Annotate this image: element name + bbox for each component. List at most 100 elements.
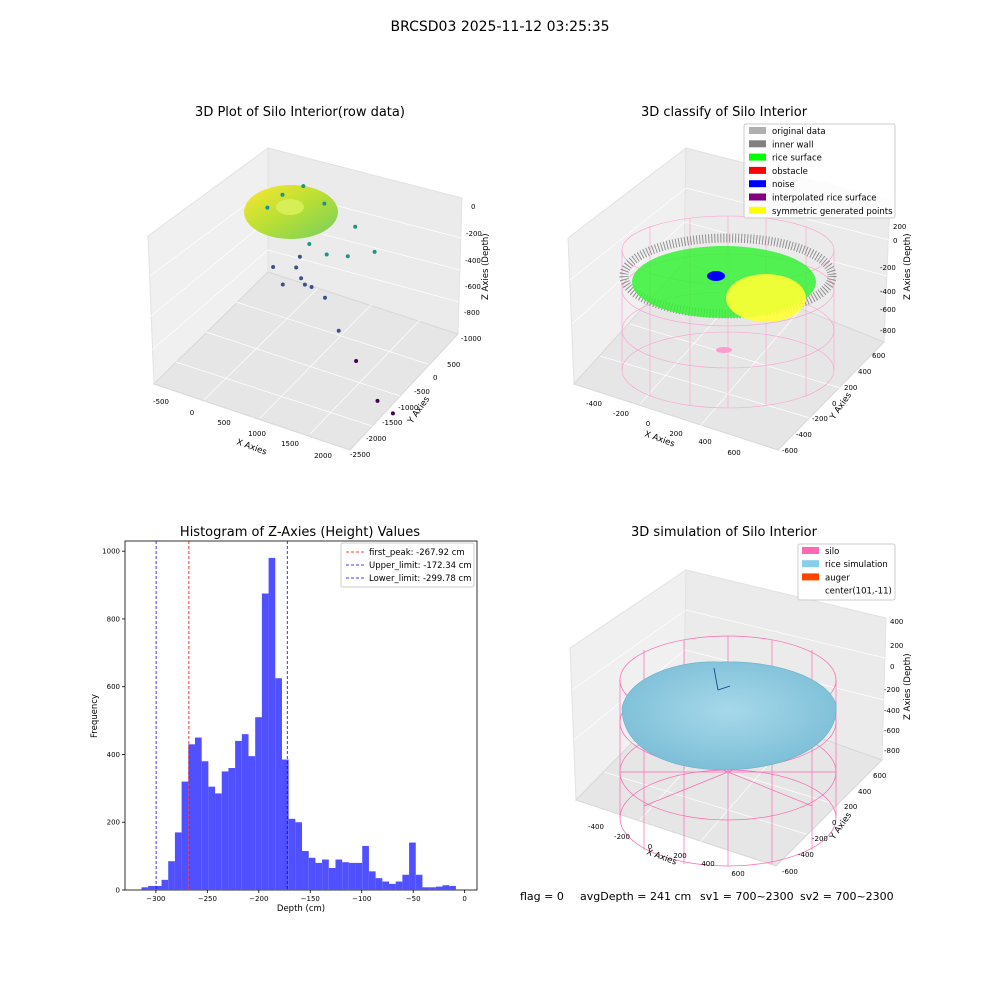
raw-xtick: 1000 <box>248 430 266 438</box>
histogram-bar <box>302 851 309 890</box>
histogram-bar <box>415 874 423 890</box>
histogram-x-tick-label: −50 <box>406 895 421 903</box>
histogram-legend-label: Lower_limit: -299.78 cm <box>369 574 471 584</box>
classify-legend-swatch <box>749 166 766 174</box>
classify-legend-swatch <box>749 127 766 134</box>
histogram-bar <box>422 887 430 890</box>
histogram-bar <box>335 859 343 890</box>
histogram-y-tick-label: 600 <box>107 683 120 691</box>
panel-histogram: Histogram of Z-Axies (Height) Values −30… <box>90 525 478 914</box>
histogram-bar <box>328 867 336 890</box>
raw-plot-title: 3D Plot of Silo Interior(row data) <box>195 105 405 120</box>
histogram-bar <box>382 881 389 890</box>
histogram-bar <box>322 859 329 890</box>
histogram-x-label: Depth (cm) <box>277 904 325 914</box>
raw-outlier-point <box>336 328 341 333</box>
raw-outlier-point <box>353 224 358 229</box>
histogram-bar <box>154 885 162 890</box>
simulation-legend-label: rice simulation <box>825 560 888 570</box>
histogram-y-tick-label: 0 <box>116 887 120 895</box>
histogram-bar <box>168 861 175 890</box>
histogram-bar <box>348 862 356 890</box>
simulation-legend: silo rice simulation auger center(101,-11) <box>797 543 896 601</box>
raw-ytick: -1500 <box>382 419 402 427</box>
simulation-ztick: -600 <box>884 727 900 735</box>
raw-ztick: -800 <box>464 309 480 317</box>
histogram-bar <box>389 883 396 890</box>
classify-legend-swatch <box>749 180 766 188</box>
raw-outlier-point <box>280 192 285 197</box>
classify-legend-swatch <box>749 193 766 201</box>
simulation-z-label: Z Axies (Depth) <box>903 653 913 720</box>
raw-outlier-point <box>372 249 377 254</box>
simulation-ytick: -400 <box>798 851 814 859</box>
histogram-bar <box>295 822 303 890</box>
classify-xtick: 400 <box>698 438 711 446</box>
classify-xtick: 200 <box>669 430 682 438</box>
histogram-x-tick-label: −300 <box>146 895 165 903</box>
raw-ytick: -500 <box>414 388 430 396</box>
classify-ytick: 0 <box>832 400 836 408</box>
raw-xtick: -500 <box>153 398 169 406</box>
classify-ytick: 600 <box>872 352 885 360</box>
status-flag: flag = 0 <box>520 890 564 903</box>
classify-ztick: 0 <box>893 237 897 245</box>
simulation-ytick: -200 <box>812 835 828 843</box>
histogram-bar <box>375 878 383 890</box>
simulation-legend-label: auger <box>825 573 850 583</box>
histogram-legend-label: Upper_limit: -172.34 cm <box>369 561 472 571</box>
panel-raw-data: 3D Plot of Silo Interior(row data) -500 … <box>147 105 491 460</box>
simulation-legend-label: silo <box>825 547 839 557</box>
histogram-y-tick-label: 800 <box>107 615 120 623</box>
raw-outlier-point <box>299 276 304 281</box>
histogram-bar <box>235 740 242 890</box>
raw-outlier-point <box>301 184 306 189</box>
simulation-xtick: 200 <box>673 852 686 860</box>
classify-symmetric-points <box>726 274 806 322</box>
histogram-bar <box>161 879 169 890</box>
histogram-bar <box>201 761 209 890</box>
histogram-bar <box>194 737 202 890</box>
histogram-bar <box>268 557 276 890</box>
classify-legend-label: rice surface <box>772 154 822 164</box>
histogram-bar <box>395 881 403 890</box>
histogram-bar <box>449 885 456 890</box>
classify-legend-label: interpolated rice surface <box>772 194 877 204</box>
simulation-ztick: 0 <box>890 663 894 671</box>
histogram-bar <box>248 756 256 890</box>
classify-ytick: 200 <box>844 384 857 392</box>
raw-outlier-point <box>302 282 307 287</box>
raw-outlier-point <box>345 254 350 259</box>
classify-xtick: -200 <box>613 410 629 418</box>
histogram-vlines <box>155 541 288 890</box>
raw-outlier-point <box>375 398 380 403</box>
histogram-bar <box>261 593 269 890</box>
classify-legend: original data inner wall rice surface obsta… <box>743 123 896 219</box>
simulation-ztick: 400 <box>890 618 903 626</box>
histogram-x-tick-label: 0 <box>462 895 466 903</box>
classify-ztick: -200 <box>880 264 896 272</box>
figure-title: BRCSD03 2025-11-12 03:25:35 <box>390 19 609 35</box>
raw-ztick: 0 <box>471 203 475 211</box>
raw-outlier-point <box>307 242 312 246</box>
classify-ztick: -400 <box>880 288 896 296</box>
classify-ytick: -400 <box>796 431 812 439</box>
raw-outlier-point <box>297 254 302 259</box>
simulation-xtick: -200 <box>614 833 630 841</box>
histogram-bar <box>362 845 369 890</box>
histogram-bar <box>435 886 443 890</box>
histogram-bar <box>281 759 289 890</box>
simulation-xtick: -400 <box>588 823 604 831</box>
classify-legend-swatch <box>749 153 766 161</box>
histogram-bar <box>255 717 262 890</box>
histogram-bar <box>241 734 249 890</box>
classify-legend-swatch <box>749 140 766 148</box>
raw-ytick: -2000 <box>366 435 386 443</box>
histogram-x-tick-label: −150 <box>301 895 320 903</box>
histogram-legend-label: first_peak: -267.92 cm <box>369 548 465 558</box>
simulation-auger <box>713 667 731 691</box>
raw-x-label: X Axies <box>235 437 268 457</box>
histogram-bar <box>409 842 416 890</box>
classify-ytick: 400 <box>858 368 871 376</box>
